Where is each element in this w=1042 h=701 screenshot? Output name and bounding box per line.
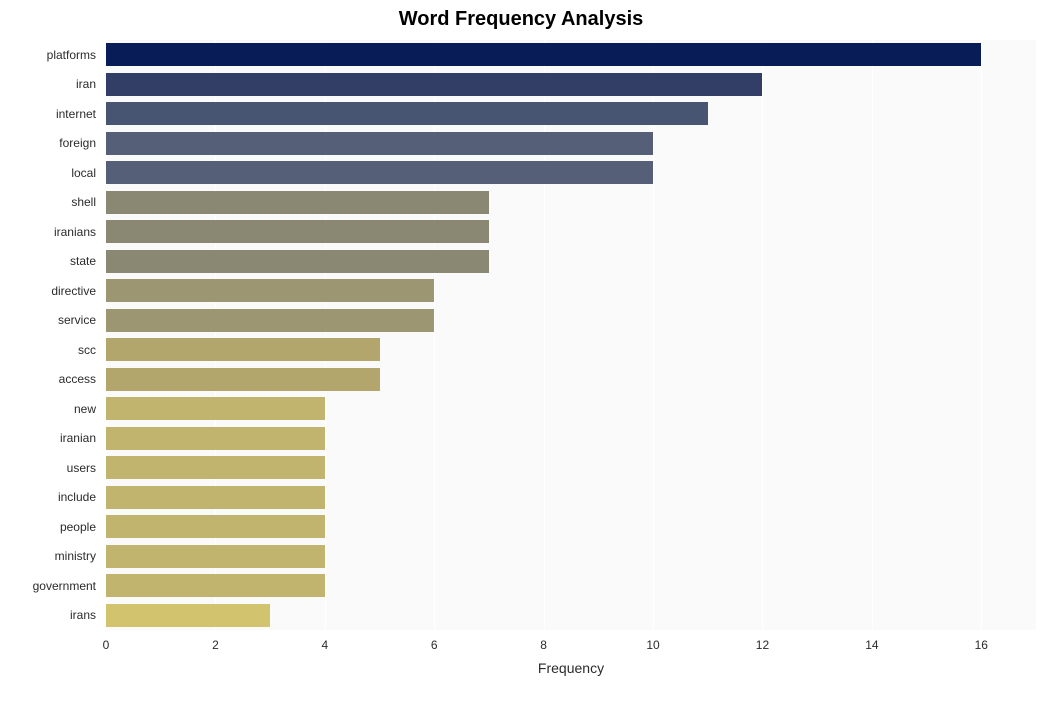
y-tick-label: include — [0, 490, 96, 504]
bar — [106, 368, 380, 391]
y-tick-label: iranian — [0, 431, 96, 445]
x-tick-label: 10 — [646, 638, 659, 652]
grid-line — [106, 40, 107, 630]
x-axis-label: Frequency — [106, 660, 1036, 676]
x-tick-label: 0 — [103, 638, 110, 652]
y-tick-label: shell — [0, 195, 96, 209]
y-tick-label: users — [0, 461, 96, 475]
y-tick-label: state — [0, 254, 96, 268]
grid-line — [762, 40, 763, 630]
bar — [106, 456, 325, 479]
x-tick-label: 12 — [756, 638, 769, 652]
bar — [106, 191, 489, 214]
x-tick-label: 16 — [975, 638, 988, 652]
bar — [106, 73, 762, 96]
bar — [106, 102, 708, 125]
chart-title: Word Frequency Analysis — [0, 8, 1042, 31]
x-tick-label: 4 — [321, 638, 328, 652]
y-tick-label: scc — [0, 343, 96, 357]
y-tick-label: platforms — [0, 48, 96, 62]
y-tick-label: ministry — [0, 549, 96, 563]
y-tick-label: foreign — [0, 136, 96, 150]
x-tick-label: 8 — [540, 638, 547, 652]
y-tick-label: people — [0, 520, 96, 534]
bar — [106, 161, 653, 184]
y-tick-label: irans — [0, 608, 96, 622]
y-tick-label: directive — [0, 284, 96, 298]
bar — [106, 132, 653, 155]
grid-line — [325, 40, 326, 630]
y-tick-label: access — [0, 372, 96, 386]
bar — [106, 279, 434, 302]
grid-line — [872, 40, 873, 630]
bar — [106, 43, 981, 66]
bar — [106, 486, 325, 509]
y-tick-label: service — [0, 313, 96, 327]
grid-line — [981, 40, 982, 630]
bar — [106, 338, 380, 361]
y-tick-label: local — [0, 166, 96, 180]
y-tick-label: iranians — [0, 225, 96, 239]
bar — [106, 220, 489, 243]
grid-line — [434, 40, 435, 630]
bar — [106, 427, 325, 450]
plot-area — [106, 40, 1036, 630]
grid-line — [653, 40, 654, 630]
bar — [106, 309, 434, 332]
chart-container: Word Frequency Analysis platforms iran int… — [0, 0, 1042, 701]
y-tick-label: iran — [0, 77, 96, 91]
bar — [106, 604, 270, 627]
bar — [106, 397, 325, 420]
y-tick-label: internet — [0, 107, 96, 121]
y-tick-label: government — [0, 579, 96, 593]
x-tick-label: 6 — [431, 638, 438, 652]
grid-line — [544, 40, 545, 630]
bar — [106, 574, 325, 597]
bar — [106, 250, 489, 273]
y-tick-label: new — [0, 402, 96, 416]
x-tick-label: 2 — [212, 638, 219, 652]
bar — [106, 515, 325, 538]
bar — [106, 545, 325, 568]
x-tick-label: 14 — [865, 638, 878, 652]
grid-line — [215, 40, 216, 630]
